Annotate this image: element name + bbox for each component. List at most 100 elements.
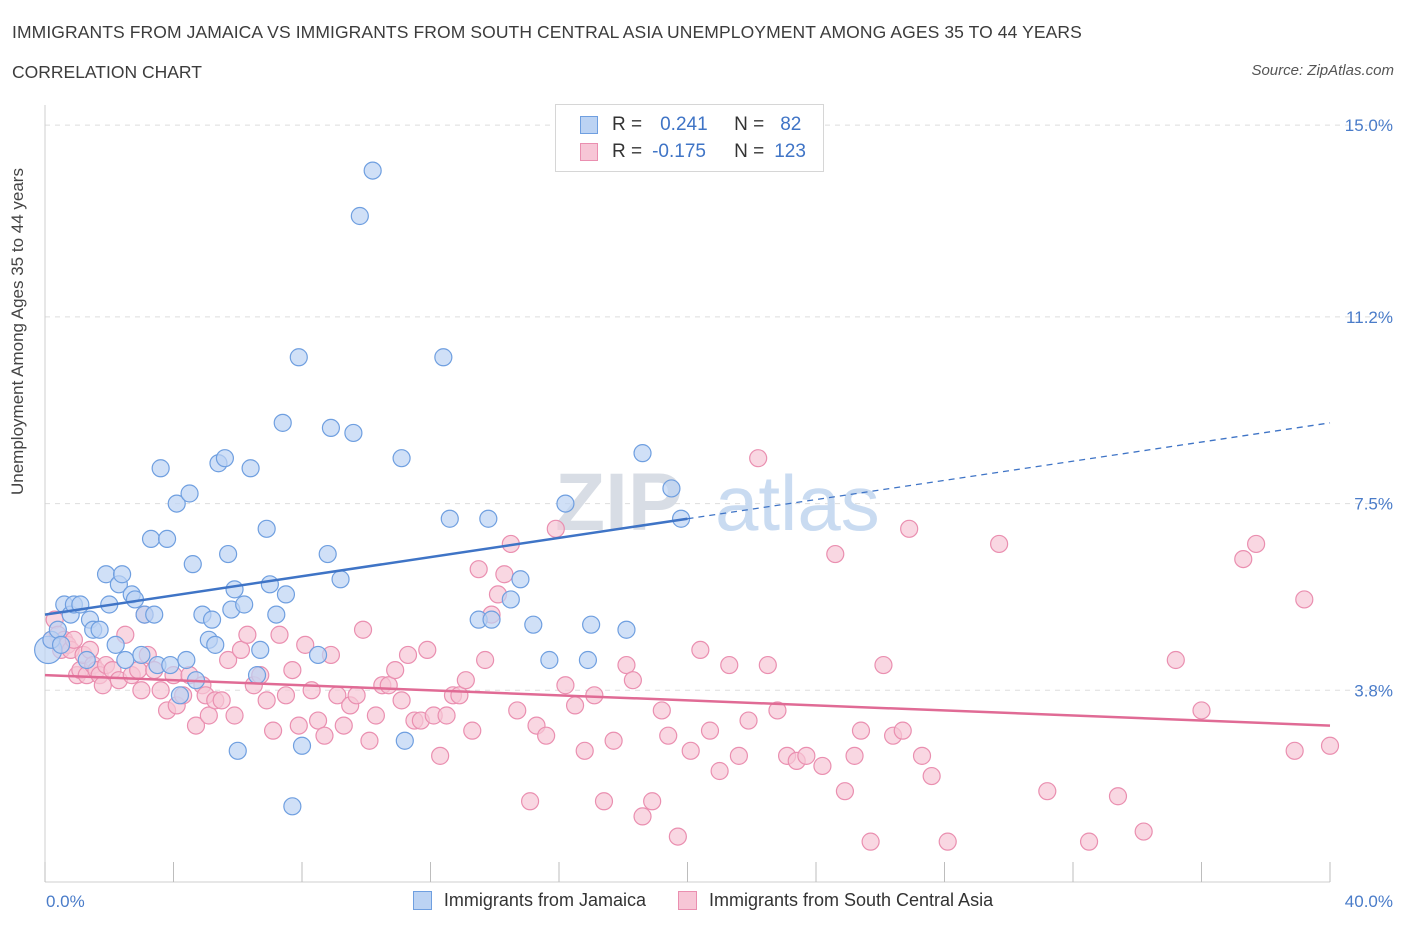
jamaica-point <box>267 605 286 624</box>
asia-point <box>851 721 871 740</box>
legend-n-label: N = <box>734 141 765 162</box>
asia-point <box>347 686 366 705</box>
chart-title: IMMIGRANTS FROM JAMAICA VS IMMIGRANTS FR… <box>12 22 1082 42</box>
jamaica-point <box>247 666 267 685</box>
asia-point <box>652 701 671 720</box>
jamaica-point <box>90 620 109 639</box>
jamaica-point <box>524 615 543 634</box>
asia-point <box>456 671 475 690</box>
jamaica-point <box>318 544 337 564</box>
y-tick-label: 3.8% <box>1354 681 1393 700</box>
watermark-atlas: atlas <box>715 459 880 547</box>
asia-point <box>565 696 585 715</box>
jamaica-point <box>219 544 238 564</box>
asia-point <box>556 676 575 695</box>
jamaica-point <box>511 570 530 589</box>
jamaica-point <box>363 161 382 180</box>
jamaica-point <box>77 650 96 670</box>
jamaica-point <box>183 555 202 574</box>
trend-line-asia <box>44 673 1331 727</box>
asia-point <box>450 686 469 705</box>
asia-point <box>132 681 151 700</box>
y-tick-labels: 3.8% 7.5% 11.2% 15.0% <box>1345 116 1393 700</box>
jamaica-point <box>617 620 636 639</box>
asia-point <box>668 827 687 846</box>
asia-point <box>283 660 302 680</box>
legend-r-label: R = <box>612 114 643 135</box>
asia-point <box>219 650 238 670</box>
jamaica-point <box>225 580 244 599</box>
asia-point <box>418 640 437 660</box>
jamaica-point <box>161 655 180 675</box>
asia-point <box>308 711 328 730</box>
jamaica-point <box>395 731 414 750</box>
asia-point <box>893 721 912 740</box>
asia-point <box>212 691 231 710</box>
jamaica-point <box>331 570 350 589</box>
asia-point <box>1134 822 1153 841</box>
jamaica-point <box>556 494 575 513</box>
asia-point <box>199 706 218 725</box>
jamaica-point <box>321 418 341 438</box>
jamaica-point <box>145 605 164 624</box>
legend-r-label: R = <box>612 141 643 162</box>
legend-row-asia: R = -0.175 N = 123 <box>580 140 806 164</box>
series-legend-item-jamaica: Immigrants from Jamaica <box>412 890 646 911</box>
asia-point <box>463 721 482 740</box>
asia-point <box>508 701 527 720</box>
jamaica-point <box>170 686 190 705</box>
jamaica-point <box>276 585 296 604</box>
asia-point <box>710 761 729 781</box>
asia-point <box>296 635 315 654</box>
asia-point <box>379 676 398 695</box>
x-tick-label-right: 40.0% <box>1344 892 1393 911</box>
legend-r-value: 0.241 <box>660 114 708 135</box>
series-name-jamaica: Immigrants from Jamaica <box>443 890 646 910</box>
source-credit: Source: ZipAtlas.com <box>1251 62 1394 79</box>
asia-point <box>151 681 170 700</box>
asia-point <box>238 625 257 644</box>
asia-point <box>1038 782 1057 801</box>
asia-point <box>537 726 556 745</box>
asia-point <box>257 691 276 710</box>
asia-point <box>900 519 919 538</box>
jamaica-point <box>112 565 132 584</box>
y-tick-label: 11.2% <box>1346 308 1393 327</box>
asia-point <box>720 655 739 675</box>
asia-point <box>1247 534 1266 554</box>
asia-point <box>617 655 636 675</box>
asia-point <box>276 686 296 705</box>
jamaica-point <box>106 635 125 654</box>
jamaica-point <box>167 494 186 513</box>
jamaica-point <box>283 797 302 816</box>
asia-point <box>729 746 749 765</box>
asia-point <box>263 721 283 740</box>
asia-point <box>845 746 864 765</box>
jamaica-point <box>206 635 225 654</box>
legend-n-label: N = <box>734 114 765 135</box>
y-tick-label: 15.0% <box>1345 116 1393 135</box>
asia-point <box>495 565 514 584</box>
asia-point <box>520 792 540 811</box>
legend-swatch-jamaica <box>580 116 598 134</box>
trend-line-jamaica <box>44 517 688 616</box>
asia-point <box>912 746 932 765</box>
asia-point <box>681 741 700 760</box>
asia-point <box>1192 701 1211 720</box>
correlation-legend: R = 0.241 N = 82 R = -0.175 N = 123 <box>555 104 824 172</box>
asia-point <box>270 625 289 644</box>
asia-point <box>739 711 758 730</box>
series-jamaica-points <box>34 161 691 816</box>
series-asia-points <box>42 449 1340 851</box>
jamaica-point <box>392 449 411 468</box>
series-legend-item-asia: Immigrants from South Central Asia <box>677 890 993 911</box>
asia-point <box>813 756 832 776</box>
jamaica-point <box>251 640 270 660</box>
chart-subtitle: CORRELATION CHART <box>12 62 202 82</box>
asia-point <box>758 655 777 675</box>
legend-r-value: -0.175 <box>652 141 706 162</box>
jamaica-point <box>633 444 652 463</box>
jamaica-point <box>151 459 170 478</box>
jamaica-point <box>540 650 559 670</box>
asia-point <box>797 746 816 765</box>
